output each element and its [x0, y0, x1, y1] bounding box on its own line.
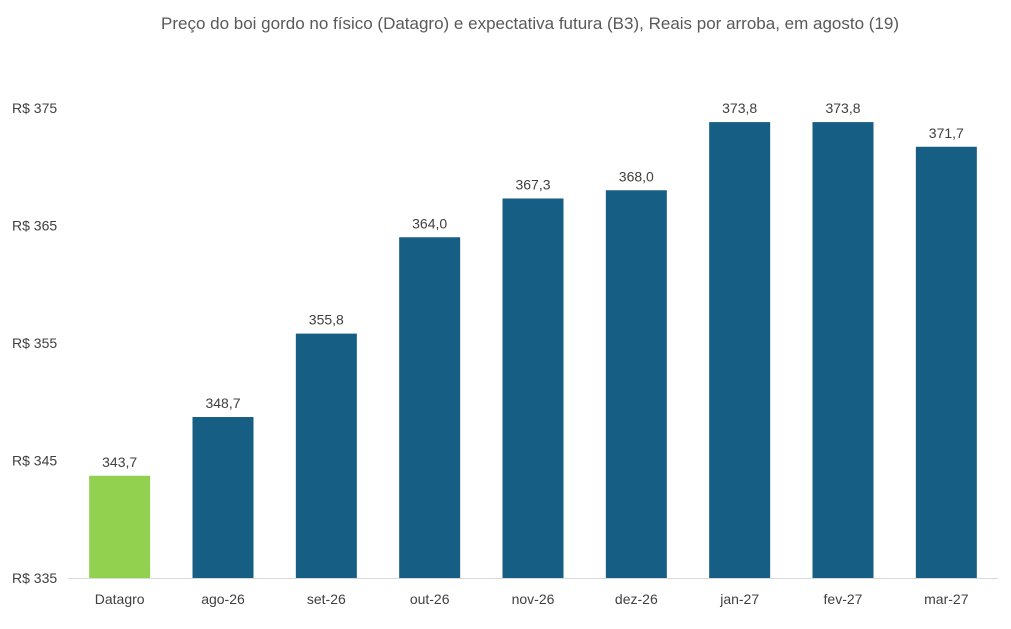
bar-fev-27 [812, 122, 874, 578]
data-label-jan-27: 373,8 [722, 100, 757, 116]
y-tick-label: R$ 345 [12, 453, 57, 469]
data-label-Datagro: 343,7 [102, 454, 137, 470]
x-tick-label-out-26: out-26 [410, 591, 450, 607]
data-label-ago-26: 348,7 [205, 395, 240, 411]
y-tick-label: R$ 355 [12, 335, 57, 351]
x-tick-label-nov-26: nov-26 [512, 591, 555, 607]
data-label-mar-27: 371,7 [929, 125, 964, 141]
bar-mar-27 [915, 146, 977, 578]
bar-out-26 [399, 237, 461, 578]
y-axis-tick-labels: R$ 335 R$ 345 R$ 355 R$ 365 R$ 375 [12, 100, 57, 586]
y-tick-label: R$ 365 [12, 218, 57, 234]
bar-jan-27 [709, 122, 771, 578]
y-tick-label: R$ 375 [12, 100, 57, 116]
x-axis-tick-labels: Datagro ago-26 set-26 out-26 nov-26 dez-26 jan… [95, 591, 969, 607]
bar-Datagro [89, 475, 151, 578]
x-tick-label-mar-27: mar-27 [924, 591, 969, 607]
x-tick-label-ago-26: ago-26 [201, 591, 245, 607]
x-tick-label-set-26: set-26 [307, 591, 346, 607]
y-tick-label: R$ 335 [12, 570, 57, 586]
bar-set-26 [295, 333, 357, 578]
data-labels: 343,7 348,7 355,8 364,0 367,3 368,0 373,8 373,8… [102, 100, 964, 470]
bars [89, 122, 977, 578]
chart-title: Preço do boi gordo no físico (Datagro) e… [161, 14, 899, 33]
data-label-dez-26: 368,0 [619, 168, 654, 184]
data-label-out-26: 364,0 [412, 215, 447, 231]
x-tick-label-fev-27: fev-27 [824, 591, 863, 607]
x-tick-label-jan-27: jan-27 [719, 591, 759, 607]
data-label-set-26: 355,8 [309, 312, 344, 328]
data-label-nov-26: 367,3 [515, 176, 550, 192]
bar-nov-26 [502, 198, 564, 578]
data-label-fev-27: 373,8 [825, 100, 860, 116]
bar-ago-26 [192, 417, 254, 578]
bar-dez-26 [605, 190, 667, 578]
x-tick-label-dez-26: dez-26 [615, 591, 658, 607]
x-tick-label-Datagro: Datagro [95, 591, 145, 607]
